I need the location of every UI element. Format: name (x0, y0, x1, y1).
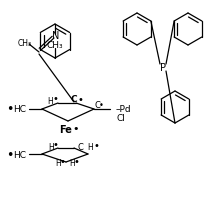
Text: •: • (99, 100, 103, 109)
Text: C: C (94, 101, 100, 110)
Text: HC: HC (14, 105, 26, 114)
Text: C: C (77, 142, 83, 151)
Text: H: H (87, 142, 93, 151)
Text: CH₃: CH₃ (18, 38, 32, 47)
Text: •: • (73, 123, 79, 133)
Text: CH₃: CH₃ (47, 40, 63, 49)
Text: •: • (52, 140, 58, 150)
Text: •: • (6, 103, 14, 116)
Text: H: H (47, 96, 53, 105)
Text: •: • (73, 156, 79, 166)
Text: H: H (48, 142, 54, 151)
Text: •: • (77, 95, 83, 104)
Text: •: • (52, 94, 58, 104)
Text: HC: HC (14, 150, 26, 159)
Text: C: C (71, 95, 77, 104)
Text: –Pd: –Pd (116, 105, 132, 114)
Text: •: • (93, 140, 99, 150)
Text: N: N (52, 31, 60, 41)
Text: P: P (160, 63, 166, 73)
Text: •: • (6, 148, 14, 161)
Text: •: • (59, 156, 65, 166)
Text: H: H (55, 159, 61, 168)
Text: H: H (69, 159, 75, 168)
Text: Fe: Fe (59, 124, 72, 134)
Text: Cl: Cl (116, 114, 125, 123)
